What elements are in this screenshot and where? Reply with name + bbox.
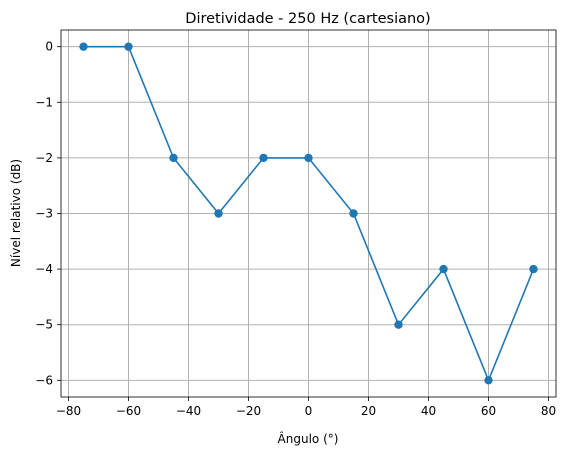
y-tick-label: −3 [35,207,53,221]
x-tick-label: −40 [176,404,201,418]
data-point [349,209,358,218]
x-tick-label: 80 [541,404,556,418]
chart-title: Diretividade - 250 Hz (cartesiano) [185,11,430,27]
data-point [169,153,178,163]
data-point [484,376,493,385]
series-group [79,42,538,385]
grid-lines [61,30,556,397]
x-axis-label: Ângulo (°) [278,431,339,446]
tick-labels: −80 −60 −40 −20 0 20 40 60 80 0 −1 −2 −3 −4 −5 −6 [35,40,556,418]
y-tick-label: −4 [35,262,53,276]
x-tick-label: −60 [116,404,141,418]
y-tick-label: −2 [35,151,53,165]
data-point [259,153,268,163]
data-point [304,153,313,163]
x-tick-label: 20 [361,404,376,418]
x-tick-label: 0 [305,404,313,418]
data-point [529,264,538,274]
data-point [79,42,88,51]
x-tick-label: 60 [481,404,496,418]
data-point [394,320,403,329]
axis-ticks [57,46,549,401]
y-tick-label: −5 [35,318,53,332]
data-point [124,42,133,51]
plot-frame [60,29,557,398]
y-axis-label: Nível relativo (dB) [9,159,23,267]
y-tick-label: −1 [35,95,53,109]
x-tick-label: 40 [421,404,436,418]
x-tick-label: −20 [236,404,261,418]
data-point [439,264,448,274]
y-tick-label: −6 [35,373,53,387]
y-tick-label: 0 [45,40,53,54]
data-point [214,209,223,218]
x-tick-label: −80 [56,404,81,418]
